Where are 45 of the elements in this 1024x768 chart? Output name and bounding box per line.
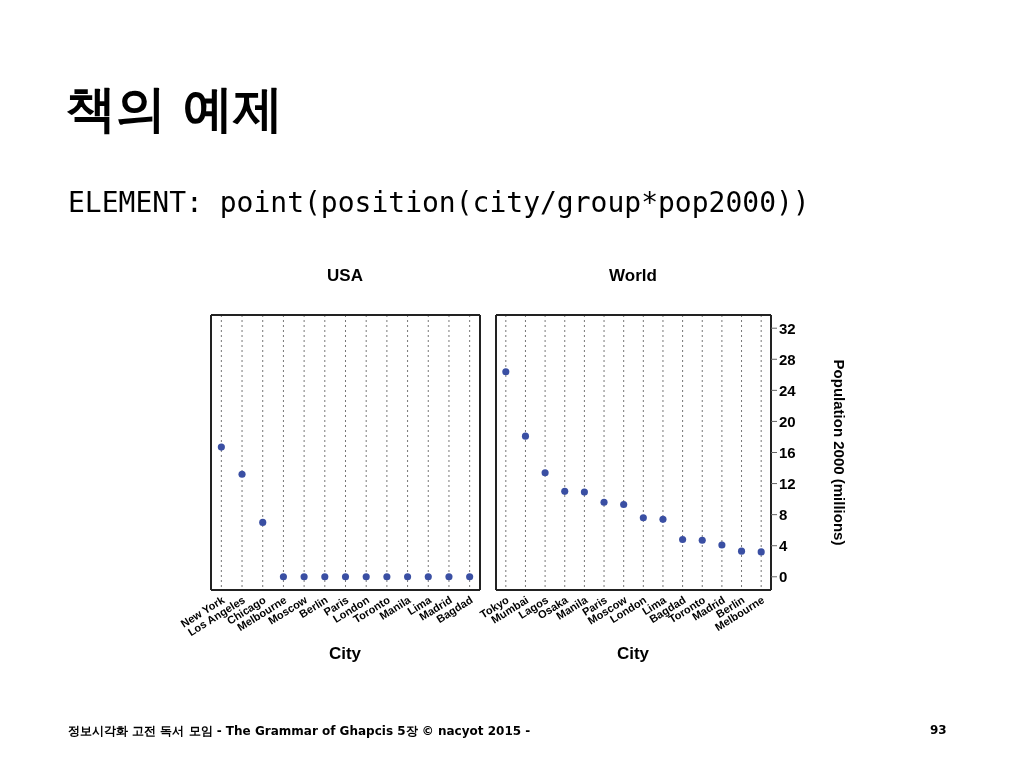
- point: [600, 498, 608, 506]
- text: ELEMENT: point(position(city/group*pop2000)): [68, 186, 810, 219]
- y-tick-label: 28: [779, 350, 796, 368]
- point: [659, 515, 667, 523]
- point: [718, 541, 726, 549]
- point: [217, 443, 225, 451]
- text: 정보시각화 고전 독서 모임 - The Grammar of Ghapcis 5장 © nacyot 2015 -: [68, 723, 531, 740]
- y-tick-label: 0: [779, 568, 788, 586]
- chart-title: World: [608, 266, 658, 286]
- point: [279, 573, 287, 581]
- point: [362, 573, 370, 581]
- point: [321, 573, 329, 581]
- point: [341, 573, 350, 581]
- point: [541, 469, 549, 477]
- chart-title: USA: [326, 266, 364, 286]
- y-tick-label: 4: [779, 537, 788, 555]
- point: [300, 573, 308, 581]
- point: [521, 432, 530, 440]
- x-axis-title: City: [327, 644, 363, 664]
- text: 책의 예제: [66, 79, 284, 140]
- point: [620, 500, 628, 509]
- text: 93: [930, 723, 947, 737]
- point: [466, 573, 474, 581]
- point: [639, 514, 647, 522]
- y-tick-label: 20: [779, 412, 796, 430]
- point: [757, 548, 765, 556]
- y-axis-title: Population 2000 (millions): [830, 359, 848, 546]
- point: [404, 573, 412, 581]
- y-tick-label: 32: [779, 319, 796, 337]
- point: [445, 573, 453, 581]
- point: [383, 573, 391, 581]
- point: [737, 547, 746, 555]
- point: [561, 487, 569, 495]
- point: [580, 488, 588, 496]
- x-axis-title: City: [615, 644, 651, 664]
- y-tick-label: 8: [779, 505, 788, 523]
- point: [679, 535, 687, 544]
- point: [259, 518, 267, 526]
- point: [698, 536, 706, 544]
- y-tick-label: 24: [779, 381, 797, 399]
- point: [238, 470, 246, 478]
- point: [424, 573, 432, 581]
- point: [502, 368, 510, 376]
- y-tick-label: 12: [779, 474, 796, 492]
- y-tick-label: 16: [779, 443, 796, 461]
